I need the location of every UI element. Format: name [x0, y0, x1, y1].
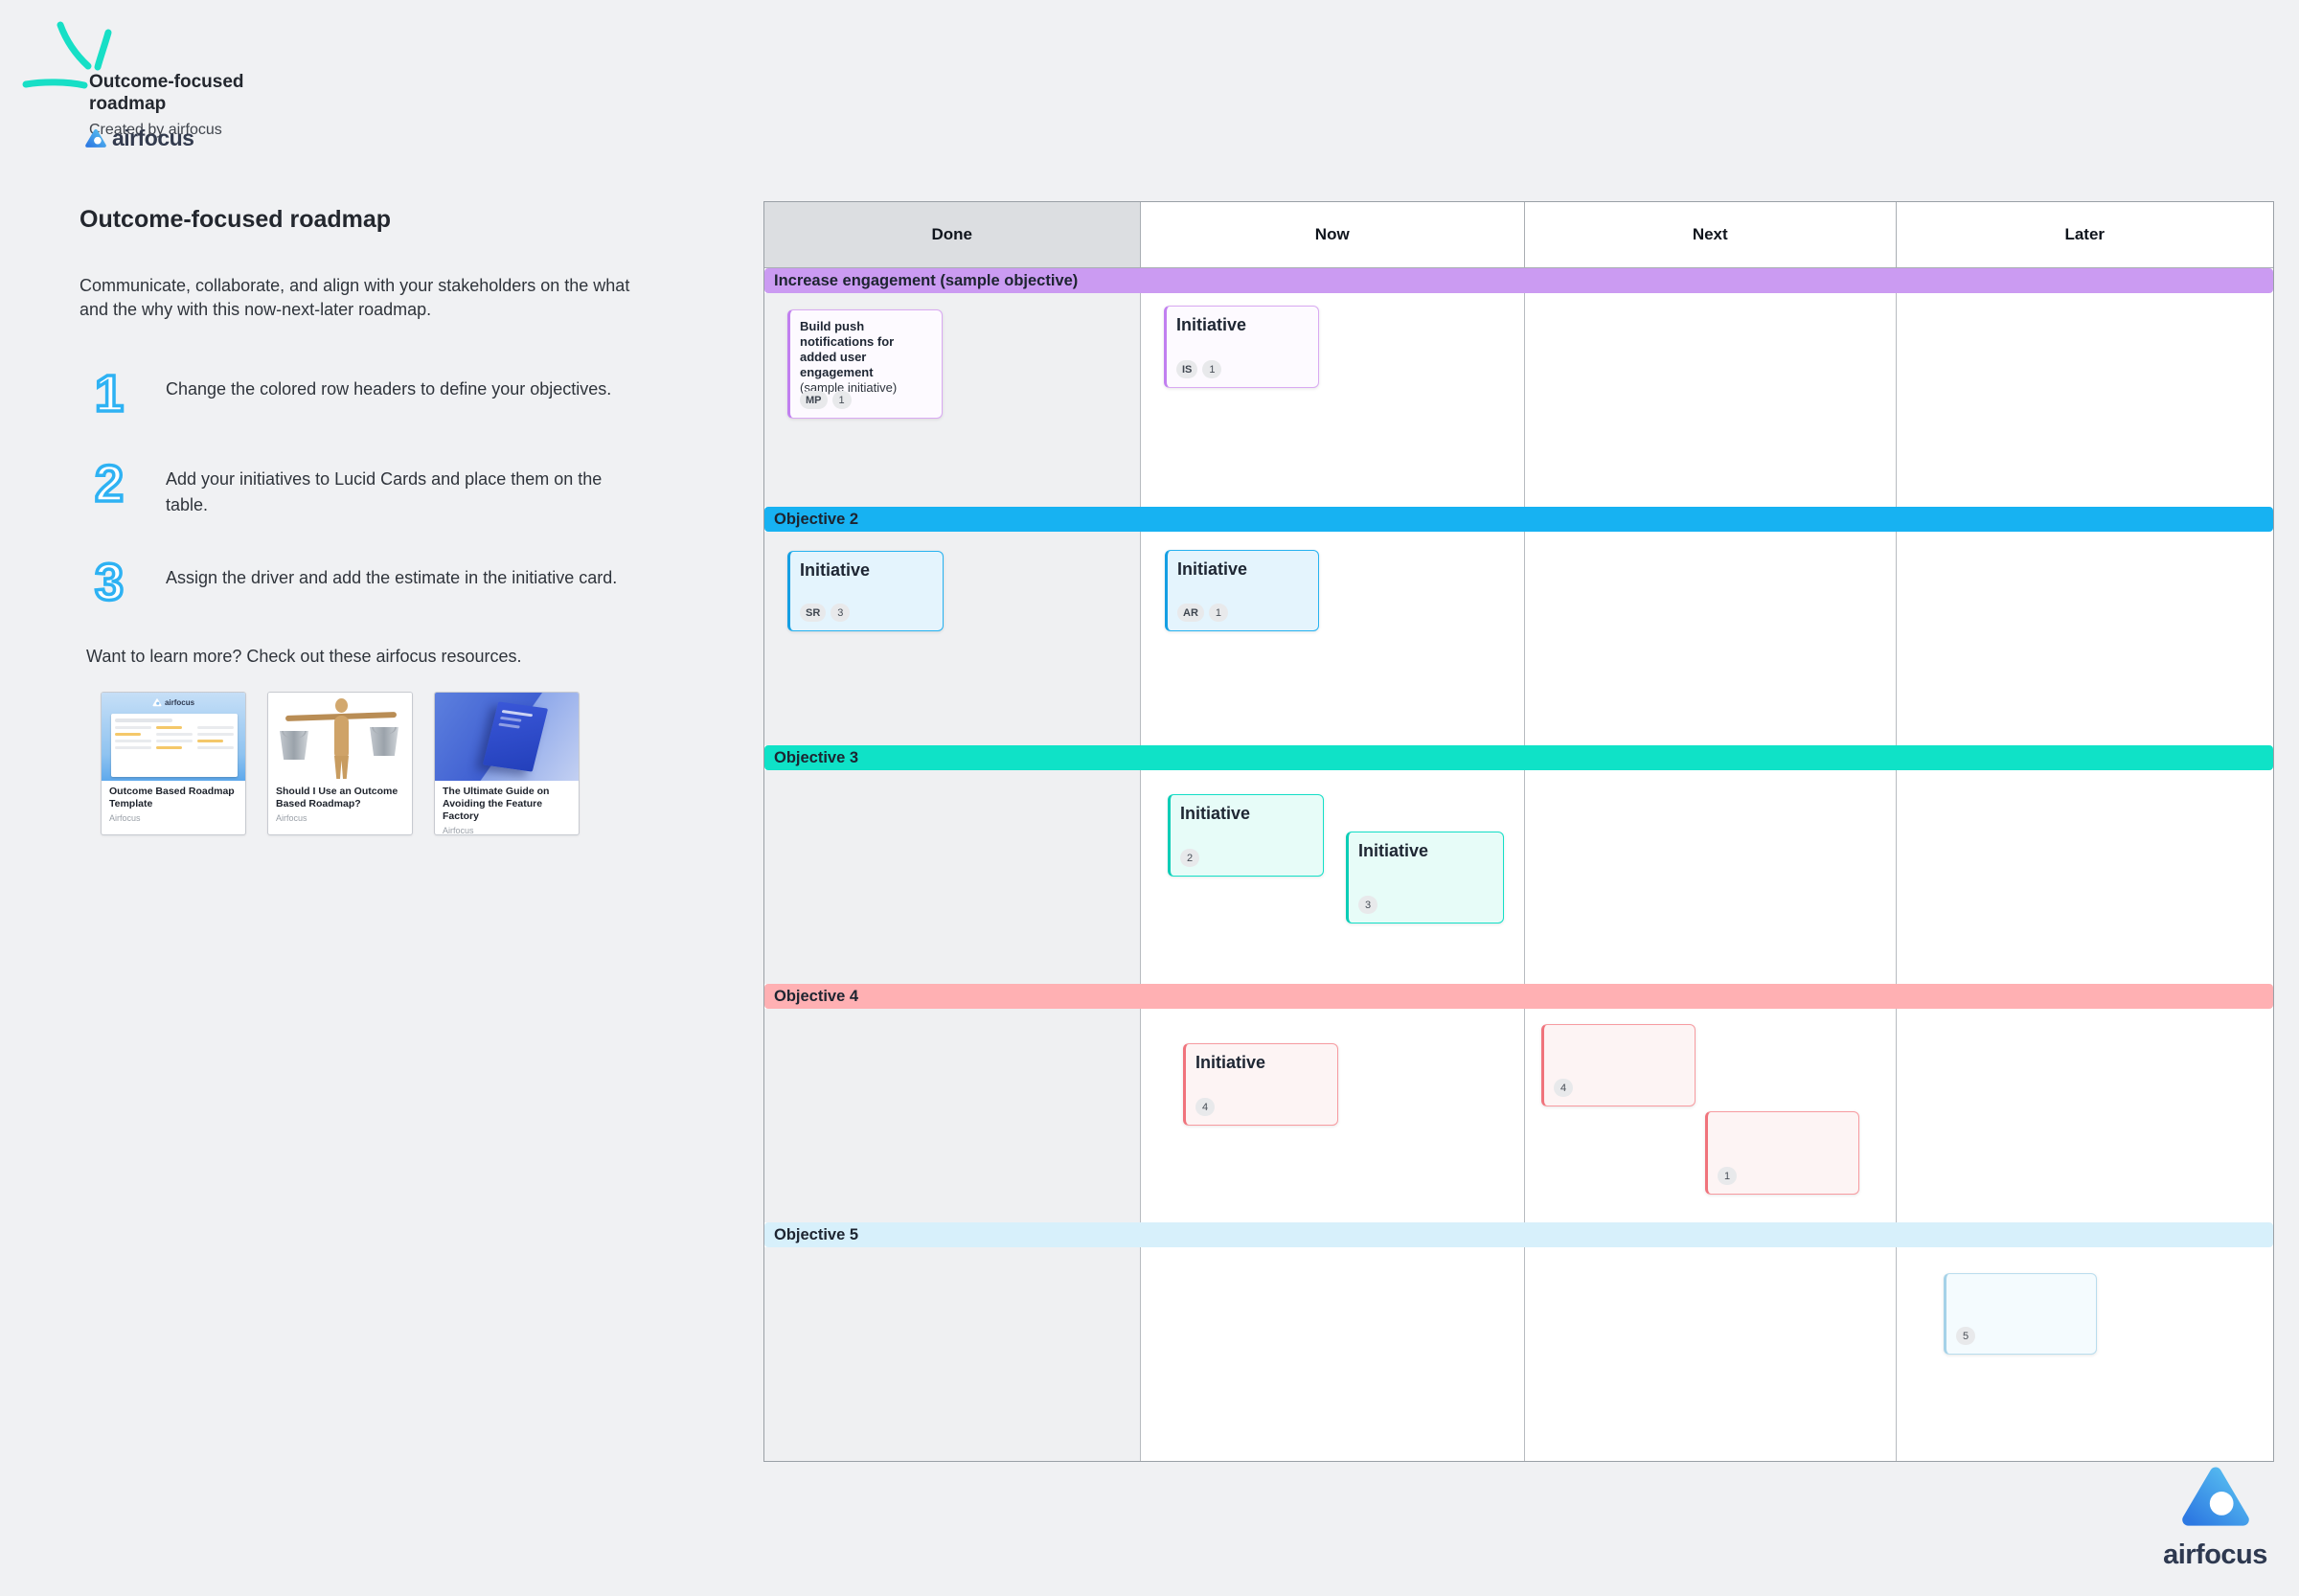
- column-header-next: Next: [1524, 202, 1897, 268]
- objective-band-2[interactable]: Objective 2: [764, 507, 2273, 532]
- card-title: Initiative: [1180, 804, 1251, 823]
- objective-band-4[interactable]: Objective 4: [764, 984, 2273, 1009]
- cell-obj2-next: [1524, 532, 1897, 745]
- resource-list: airfocus Outcome Based Roadmap Template …: [101, 692, 673, 835]
- objective-band-3[interactable]: Objective 3: [764, 745, 2273, 770]
- column-header-now: Now: [1140, 202, 1525, 268]
- cell-obj5-now: [1140, 1247, 1525, 1461]
- learn-more-text: Want to learn more? Check out these airf…: [86, 647, 522, 666]
- initiative-card[interactable]: Initiative 4: [1183, 1043, 1338, 1126]
- estimate-badge: 5: [1956, 1327, 1975, 1345]
- airfocus-footer-logo-icon: [2181, 1467, 2249, 1526]
- intro-panel: Outcome-focused roadmap Communicate, col…: [80, 206, 673, 835]
- step-3: 3 Assign the driver and add the estimate…: [80, 554, 673, 611]
- resource-author: Airfocus: [276, 813, 307, 823]
- objective-3-row: [764, 770, 2273, 984]
- resource-title: The Ultimate Guide on Avoiding the Featu…: [443, 786, 550, 822]
- estimate-badge: 2: [1180, 849, 1199, 867]
- airfocus-logo: airfocus: [84, 125, 194, 151]
- driver-badge: AR: [1177, 604, 1204, 622]
- airfocus-mini-logo-icon: [152, 698, 162, 707]
- card-title: Build push notifications for added user …: [800, 319, 895, 379]
- step-3-number: 3: [93, 554, 125, 611]
- cell-obj1-next: [1524, 293, 1897, 507]
- resource-thumbnail-app-screenshot: airfocus: [102, 693, 245, 781]
- initiative-card[interactable]: Initiative SR 3: [787, 551, 944, 631]
- driver-badge: MP: [800, 391, 828, 409]
- resource-card-outcome-roadmap-article[interactable]: Should I Use an Outcome Based Roadmap? A…: [267, 692, 413, 835]
- resource-card-feature-factory-guide[interactable]: The Ultimate Guide on Avoiding the Featu…: [434, 692, 580, 835]
- estimate-badge: 4: [1554, 1079, 1573, 1097]
- objective-band-5[interactable]: Objective 5: [764, 1222, 2273, 1247]
- column-header-later: Later: [1896, 202, 2273, 268]
- step-1-number: 1: [93, 365, 125, 422]
- cell-obj4-done: [764, 1009, 1141, 1222]
- step-2-number: 2: [93, 455, 125, 513]
- cell-obj3-done: [764, 770, 1141, 984]
- intro-heading: Outcome-focused roadmap: [80, 206, 392, 233]
- resource-title: Outcome Based Roadmap Template: [109, 786, 235, 809]
- estimate-badge: 1: [1208, 604, 1228, 622]
- driver-badge: IS: [1176, 360, 1198, 378]
- workspace-title: Outcome-focused roadmap: [89, 72, 244, 114]
- decor-strokes-icon: [22, 21, 112, 89]
- cell-obj3-next: [1524, 770, 1897, 984]
- intro-description: Communicate, collaborate, and align with…: [80, 276, 630, 319]
- card-title: Initiative: [800, 560, 871, 580]
- step-1: 1 Change the colored row headers to defi…: [80, 365, 673, 422]
- estimate-badge: 4: [1195, 1098, 1215, 1116]
- card-title: Initiative: [1195, 1053, 1266, 1072]
- step-2-text: Add your initiatives to Lucid Cards and …: [166, 469, 603, 514]
- initiative-card[interactable]: Initiative IS 1: [1164, 306, 1319, 388]
- initiative-card-empty[interactable]: 5: [1944, 1273, 2097, 1355]
- roadmap-table: Done Now Next Later Increase engagement …: [763, 201, 2274, 1462]
- column-header-done: Done: [764, 202, 1141, 268]
- cell-obj3-later: [1896, 770, 2273, 984]
- objective-band-1[interactable]: Increase engagement (sample objective): [764, 268, 2273, 293]
- initiative-card[interactable]: Initiative 2: [1168, 794, 1324, 877]
- card-title: Initiative: [1176, 315, 1247, 334]
- initiative-card-empty[interactable]: 4: [1541, 1024, 1696, 1106]
- created-by-label: Created by airfocus: [89, 122, 222, 138]
- airfocus-footer-logo: airfocus: [2146, 1466, 2285, 1571]
- estimate-badge: 3: [1358, 896, 1377, 914]
- card-title: Initiative: [1177, 559, 1248, 579]
- airfocus-logo-text: airfocus: [112, 125, 194, 150]
- step-1-text: Change the colored row headers to define…: [166, 379, 612, 399]
- cell-obj5-done: [764, 1247, 1141, 1461]
- estimate-badge: 1: [1202, 360, 1222, 378]
- objective-2-row: [764, 532, 2273, 745]
- step-3-text: Assign the driver and add the estimate i…: [166, 568, 618, 587]
- cell-obj4-later: [1896, 1009, 2273, 1222]
- cell-obj1-later: [1896, 293, 2273, 507]
- card-title: Initiative: [1358, 841, 1429, 860]
- initiative-card[interactable]: Initiative 3: [1346, 832, 1504, 923]
- initiative-card[interactable]: Initiative AR 1: [1165, 550, 1319, 631]
- estimate-badge: 1: [1718, 1167, 1737, 1185]
- resource-thumbnail-mannequin-buckets: [268, 693, 412, 781]
- driver-badge: SR: [800, 604, 827, 622]
- airfocus-footer-logo-text: airfocus: [2163, 1539, 2267, 1570]
- initiative-card-empty[interactable]: 1: [1705, 1111, 1859, 1195]
- resource-author: Airfocus: [109, 813, 141, 823]
- estimate-badge: 3: [831, 604, 851, 622]
- airfocus-logo-icon: [85, 128, 106, 148]
- resource-card-roadmap-template[interactable]: airfocus Outcome Based Roadmap Template …: [101, 692, 246, 835]
- initiative-card-push-notifications[interactable]: Build push notifications for added user …: [787, 309, 943, 419]
- cell-obj5-next: [1524, 1247, 1897, 1461]
- resource-author: Airfocus: [443, 826, 474, 835]
- card-subtitle: (sample initiative): [800, 380, 898, 395]
- cell-obj2-later: [1896, 532, 2273, 745]
- step-2: 2 Add your initiatives to Lucid Cards an…: [80, 455, 673, 518]
- estimate-badge: 1: [831, 391, 852, 409]
- resource-title: Should I Use an Outcome Based Roadmap?: [276, 786, 398, 809]
- roadmap-header-row: Done Now Next Later: [764, 202, 2273, 268]
- resource-thumbnail-blue-book: [435, 693, 579, 781]
